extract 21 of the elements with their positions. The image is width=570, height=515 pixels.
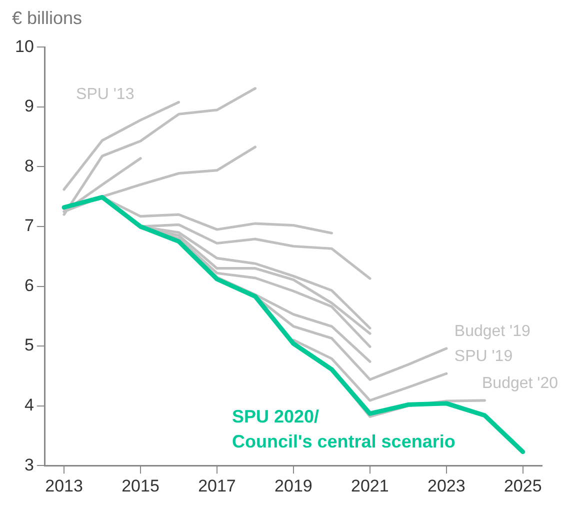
y-tick-label: 7 (24, 216, 34, 236)
y-tick-label: 8 (24, 156, 34, 176)
y-tick-label: 5 (24, 336, 34, 355)
y-tick-label: 4 (24, 396, 34, 415)
x-tick-label: 2017 (198, 476, 236, 496)
x-tick-label: 2023 (427, 476, 466, 496)
y-axis-title: € billions (11, 8, 84, 30)
series-label: Budget '20 (482, 374, 558, 392)
x-tick-label: 2021 (351, 476, 389, 496)
y-tick-label: 3 (24, 455, 34, 474)
series-label: SPU '13 (76, 86, 134, 103)
x-tick-label: 2025 (504, 476, 542, 496)
y-tick-label: 9 (24, 96, 34, 116)
x-tick-label: 2013 (45, 476, 83, 496)
x-tick-label: 2015 (122, 476, 160, 496)
y-tick-label: 10 (14, 36, 34, 56)
series-label: SPU 2020/ Council's central scenario (232, 406, 456, 452)
x-tick-label: 2019 (274, 476, 312, 496)
y-tick-label: 6 (24, 276, 34, 295)
series-label: SPU '19 (454, 348, 513, 365)
series-label: Budget '19 (454, 322, 531, 340)
